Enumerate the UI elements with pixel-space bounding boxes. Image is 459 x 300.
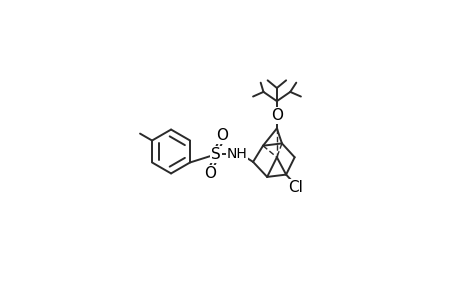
Text: NH: NH [226,147,247,161]
Text: S: S [211,147,220,162]
Text: O: O [215,128,227,143]
Text: Cl: Cl [288,180,302,195]
Text: O: O [270,108,282,123]
Text: O: O [204,166,216,181]
